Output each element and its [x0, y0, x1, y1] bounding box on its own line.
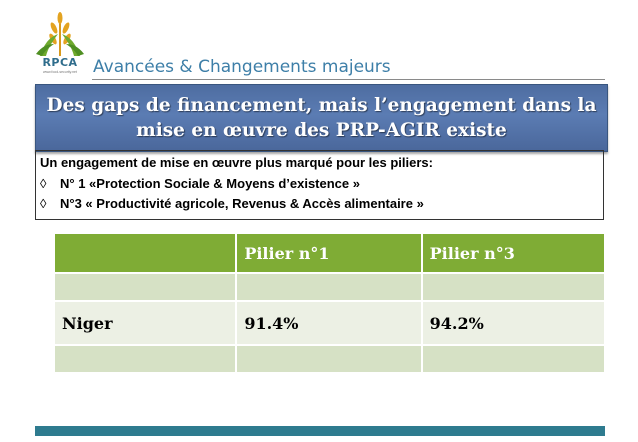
note-item-text: N°3 « Productivité agricole, Revenus & A…	[60, 196, 424, 211]
rpca-logo	[32, 10, 88, 68]
note-item-text: N° 1 «Protection Sociale & Moyens d’exis…	[60, 175, 360, 191]
pillars-note-box: Un engagement de mise en œuvre plus marq…	[35, 150, 604, 220]
logo-subtext: www.food-security.net	[43, 70, 77, 74]
pillar-rates-table: Pilier n°1 Pilier n°3 Niger 91.4% 94.2%	[53, 232, 606, 374]
leaf-icon	[36, 12, 84, 56]
headline-text: Des gaps de financement, mais l’engageme…	[46, 95, 597, 141]
footer-bar	[35, 426, 605, 436]
note-intro: Un engagement de mise en œuvre plus marq…	[40, 155, 433, 170]
diamond-bullet-icon: ◊	[40, 175, 47, 191]
table-cell	[422, 274, 604, 300]
header-cell	[55, 234, 236, 272]
value-cell: 91.4%	[237, 302, 421, 344]
header-divider	[92, 79, 605, 80]
headline-banner: Des gaps de financement, mais l’engageme…	[35, 84, 608, 152]
value-cell: 94.2%	[422, 302, 604, 344]
header-cell-pilier-1: Pilier n°1	[237, 234, 421, 272]
logo-text: RPCA	[42, 56, 78, 69]
table-row	[55, 274, 604, 300]
table-row: Niger 91.4% 94.2%	[55, 302, 604, 344]
table-row	[55, 346, 604, 372]
country-cell: Niger	[55, 302, 236, 344]
note-item: ◊ N°3 « Productivité agricole, Revenus & …	[40, 194, 599, 215]
table-cell	[422, 346, 604, 372]
table-cell	[55, 346, 236, 372]
note-item: ◊ N° 1 «Protection Sociale & Moyens d’exi…	[40, 174, 599, 195]
header-cell-pilier-3: Pilier n°3	[422, 234, 604, 272]
table-cell	[237, 346, 421, 372]
table-cell	[237, 274, 421, 300]
table-header-row: Pilier n°1 Pilier n°3	[55, 234, 604, 272]
diamond-bullet-icon: ◊	[40, 196, 47, 211]
slide-title: Avancées & Changements majeurs	[93, 57, 391, 77]
table-cell	[55, 274, 236, 300]
